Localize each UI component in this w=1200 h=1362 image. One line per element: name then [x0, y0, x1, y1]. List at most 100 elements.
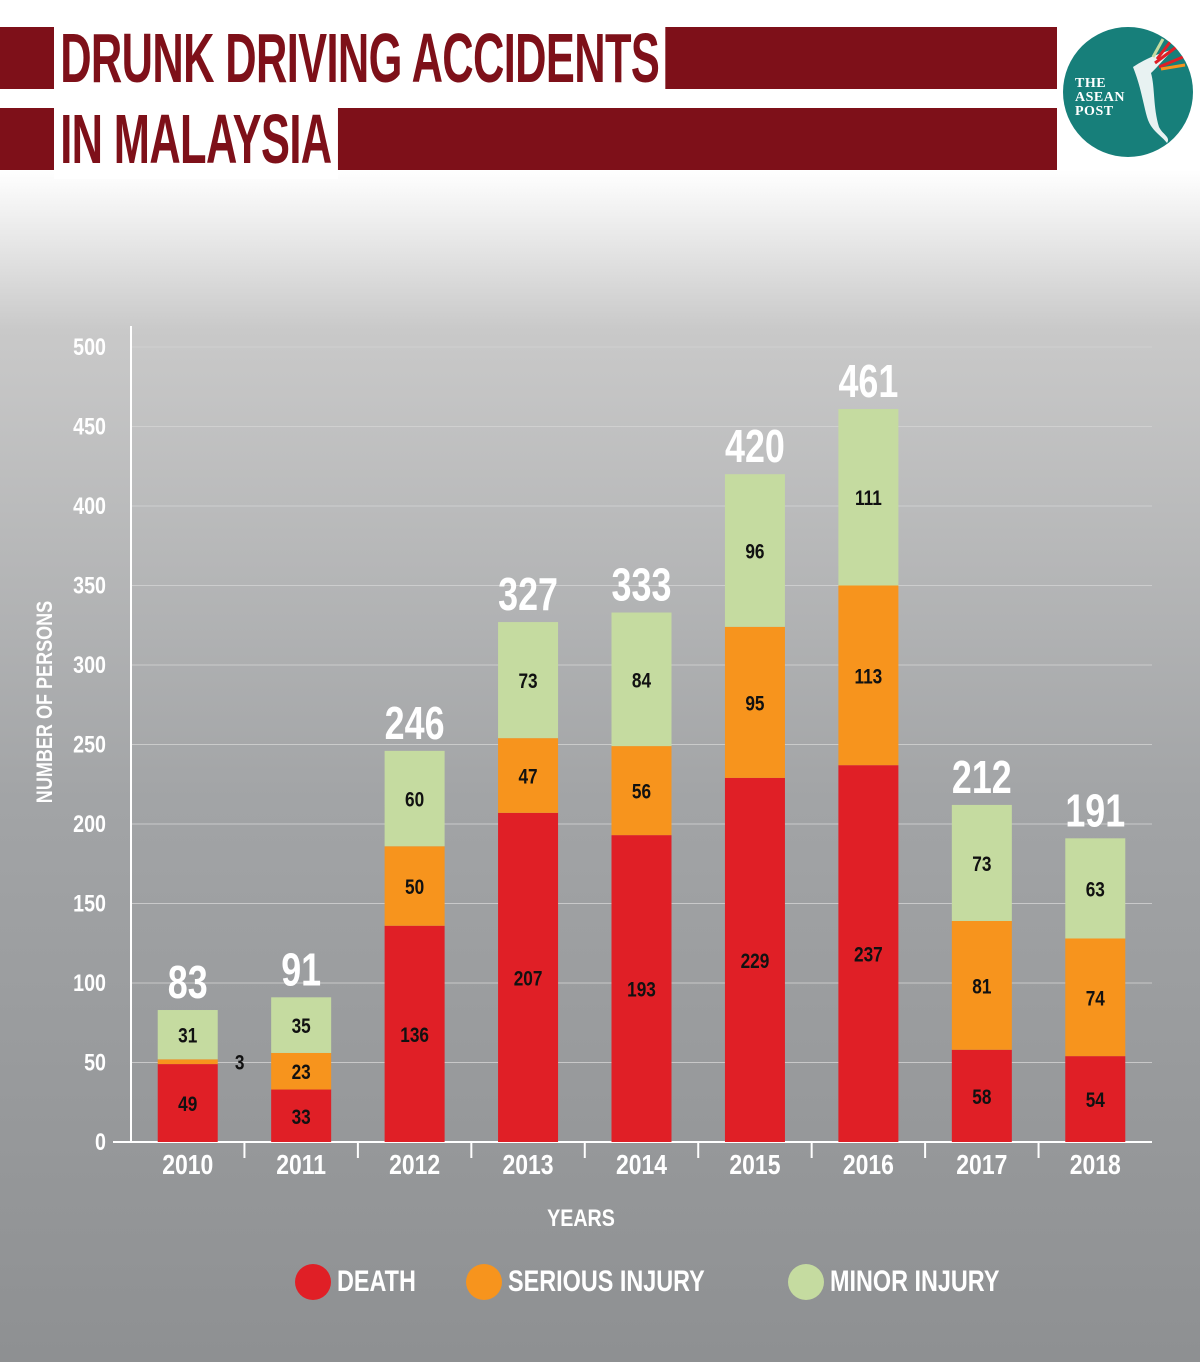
logo-line-1: THE	[1075, 76, 1107, 91]
data-label-death: 49	[178, 1094, 197, 1117]
x-tick-label: 2012	[389, 1150, 440, 1181]
data-label-serious-injury: 56	[632, 781, 651, 804]
x-tick-label: 2011	[276, 1150, 326, 1181]
y-tick-label: 350	[73, 572, 106, 599]
bar-segment-death	[157, 1064, 218, 1142]
chart-title-line-2: IN MALAYSIA	[54, 99, 338, 179]
data-label-death: 136	[400, 1024, 429, 1047]
bar-segment-minor-injury	[498, 622, 559, 739]
total-label: 83	[168, 957, 208, 1008]
legend: DEATH SERIOUS INJURY MINOR INJURY	[295, 1262, 1076, 1302]
x-tick-label: 2018	[1070, 1150, 1121, 1181]
total-label: 327	[498, 569, 558, 620]
bar-segment-serious-injury	[498, 738, 559, 813]
legend-swatch-minor-injury	[788, 1264, 825, 1300]
total-label: 461	[838, 356, 898, 407]
data-label-minor-injury: 96	[745, 541, 764, 564]
legend-swatch-serious-injury	[466, 1264, 503, 1300]
legend-item-minor-injury: MINOR INJURY	[788, 1264, 1047, 1300]
bar-segment-minor-injury	[384, 750, 445, 847]
data-label-serious-injury: 113	[855, 666, 883, 689]
data-label-minor-injury: 111	[855, 488, 882, 511]
logo-line-2: ASEAN	[1075, 90, 1125, 105]
data-label-serious-injury: 81	[972, 976, 991, 999]
legend-label-serious-injury: SERIOUS INJURY	[508, 1265, 705, 1298]
total-label: 246	[385, 698, 445, 749]
bar-segment-serious-injury	[384, 846, 445, 926]
bar-segment-minor-injury	[838, 409, 899, 586]
bar-segment-minor-injury	[157, 1010, 218, 1060]
y-tick-label: 400	[73, 492, 106, 519]
total-label: 333	[612, 559, 672, 610]
total-label: 420	[725, 421, 785, 472]
bar-segment-death	[1065, 1056, 1126, 1142]
y-tick-label: 0	[95, 1128, 106, 1155]
bar-segment-serious-injury	[157, 1059, 218, 1065]
y-tick-label: 50	[84, 1049, 106, 1076]
x-tick-label: 2010	[162, 1150, 213, 1181]
data-label-minor-injury: 73	[972, 853, 991, 876]
data-label-death: 207	[514, 968, 543, 991]
bar-segment-serious-injury	[611, 746, 672, 836]
data-label-minor-injury: 84	[632, 670, 651, 693]
data-label-serious-injury: 50	[405, 877, 424, 900]
bar-segment-death	[838, 765, 899, 1142]
legend-label-death: DEATH	[337, 1265, 416, 1298]
data-label-death: 33	[292, 1106, 311, 1129]
legend-label-minor-injury: MINOR INJURY	[830, 1265, 1000, 1298]
x-tick-label: 2015	[729, 1150, 780, 1181]
bar-segment-serious-injury	[1065, 938, 1126, 1057]
y-tick-label: 150	[73, 890, 106, 917]
legend-item-serious-injury: SERIOUS INJURY	[466, 1264, 760, 1300]
x-tick-label: 2013	[503, 1150, 554, 1181]
y-axis-label: NUMBER OF PERSONS	[33, 601, 57, 803]
bar-segment-minor-injury	[271, 997, 332, 1053]
y-tick-label: 500	[73, 333, 106, 360]
y-tick-label: 300	[73, 651, 106, 678]
total-label: 212	[952, 752, 1012, 803]
bar-segment-death	[724, 777, 785, 1142]
y-tick-label: 200	[73, 810, 106, 837]
legend-item-death: DEATH	[295, 1264, 438, 1300]
bar-segment-death	[384, 925, 445, 1142]
data-label-minor-injury: 73	[518, 671, 537, 694]
bar-segment-serious-injury	[724, 626, 785, 778]
y-tick-label: 450	[73, 413, 106, 440]
data-label-minor-injury: 35	[292, 1016, 311, 1039]
total-label: 91	[281, 944, 321, 995]
data-label-death: 193	[627, 979, 656, 1002]
bar-segment-minor-injury	[724, 474, 785, 627]
data-label-death: 229	[741, 950, 770, 973]
data-label-serious-injury: 95	[745, 693, 764, 716]
x-tick-label: 2017	[956, 1150, 1007, 1181]
logo-line-3: POST	[1075, 104, 1114, 119]
asean-post-logo: THE ASEAN POST	[1063, 27, 1193, 157]
hummingbird-icon	[1133, 38, 1186, 143]
bar-segment-minor-injury	[611, 612, 672, 747]
data-label-serious-injury: 3	[235, 1052, 245, 1075]
bar-segment-serious-injury	[838, 585, 899, 766]
x-tick-label: 2016	[843, 1150, 894, 1181]
bar-segment-minor-injury	[1065, 838, 1126, 939]
chart-title-line-1: DRUNK DRIVING ACCIDENTS	[54, 18, 666, 98]
bar-segment-serious-injury	[271, 1052, 332, 1090]
data-label-minor-injury: 31	[178, 1025, 197, 1048]
bar-segment-death	[951, 1049, 1012, 1142]
legend-swatch-death	[295, 1264, 331, 1300]
x-tick-label: 2014	[616, 1150, 668, 1181]
bar-segment-death	[271, 1089, 332, 1142]
bar-segment-death	[498, 812, 559, 1142]
data-label-serious-injury: 23	[292, 1062, 311, 1085]
data-label-serious-injury: 74	[1086, 988, 1105, 1011]
bar-segment-minor-injury	[951, 804, 1012, 921]
total-label: 191	[1065, 785, 1125, 836]
y-tick-label: 100	[73, 969, 106, 996]
bar-segment-serious-injury	[951, 920, 1012, 1050]
y-tick-label: 250	[73, 731, 106, 758]
data-label-minor-injury: 63	[1086, 879, 1105, 902]
data-label-death: 58	[972, 1086, 991, 1109]
data-label-death: 237	[854, 944, 883, 967]
data-label-serious-injury: 47	[518, 766, 537, 789]
x-axis-label: YEARS	[547, 1204, 615, 1231]
